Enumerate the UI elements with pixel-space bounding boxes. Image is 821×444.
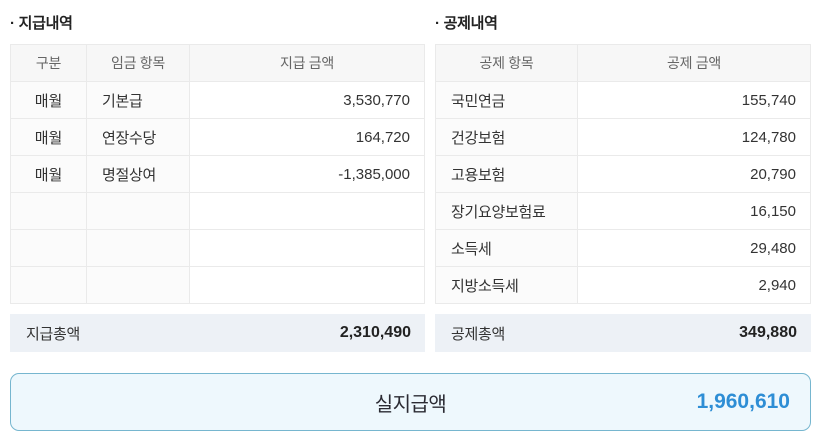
payment-cell-amount: [189, 266, 425, 304]
deduction-total-label: 공제총액: [451, 325, 506, 343]
table-row-empty: [10, 229, 425, 267]
payment-cell-amount: -1,385,000: [189, 155, 425, 193]
table-row: 국민연금 155,740: [435, 81, 811, 119]
deduction-cell-amount: 155,740: [577, 81, 811, 119]
table-row: 매월 기본급 3,530,770: [10, 81, 425, 119]
deduction-cell-amount: 124,780: [577, 118, 811, 156]
payment-cell-item: [86, 266, 190, 304]
table-row: 매월 연장수당 164,720: [10, 118, 425, 156]
deduction-section-title: · 공제내역: [435, 15, 498, 32]
deduction-cell-amount: 2,940: [577, 266, 811, 304]
table-row: 지방소득세 2,940: [435, 266, 811, 304]
payment-cell-amount: [189, 229, 425, 267]
deduction-header-amount: 공제 금액: [577, 44, 811, 82]
payment-total-label: 지급총액: [26, 325, 81, 343]
deduction-header-item: 공제 항목: [435, 44, 578, 82]
payment-cell-type: 매월: [10, 155, 87, 193]
payment-cell-type: 매월: [10, 81, 87, 119]
deduction-cell-amount: 20,790: [577, 155, 811, 193]
table-row: 매월 명절상여 -1,385,000: [10, 155, 425, 193]
payment-table: 구분 임금 항목 지급 금액 매월 기본급 3,530,770 매월 연장수당 …: [10, 44, 425, 304]
table-row: 건강보험 124,780: [435, 118, 811, 156]
payment-total-amount: 2,310,490: [339, 324, 411, 341]
payment-section: · 지급내역 구분 임금 항목 지급 금액 매월: [10, 8, 425, 352]
payment-cell-type: [10, 266, 87, 304]
tables-row: · 지급내역 구분 임금 항목 지급 금액 매월: [10, 8, 811, 352]
deduction-header-row: 공제 항목 공제 금액: [435, 44, 811, 82]
net-pay-bar: 실지급액 1,960,610: [10, 373, 811, 431]
deduction-total-amount: 349,880: [739, 324, 797, 341]
payment-cell-item: [86, 229, 190, 267]
table-row: 고용보험 20,790: [435, 155, 811, 193]
deduction-cell-item: 소득세: [435, 229, 578, 267]
payment-cell-amount: 164,720: [189, 118, 425, 156]
payment-section-title: · 지급내역: [10, 15, 73, 32]
payment-header-amount: 지급 금액: [189, 44, 425, 82]
deduction-cell-item: 건강보험: [435, 118, 578, 156]
deduction-cell-amount: 29,480: [577, 229, 811, 267]
payment-cell-type: [10, 229, 87, 267]
payment-cell-item: 명절상여: [86, 155, 190, 193]
payment-total-row: 지급총액 2,310,490: [10, 314, 425, 352]
payment-cell-item: 기본급: [86, 81, 190, 119]
deduction-cell-item: 장기요양보험료: [435, 192, 578, 230]
payment-header-type: 구분: [10, 44, 87, 82]
table-row: 장기요양보험료 16,150: [435, 192, 811, 230]
payment-header-row: 구분 임금 항목 지급 금액: [10, 44, 425, 82]
payment-cell-type: [10, 192, 87, 230]
payment-cell-amount: 3,530,770: [189, 81, 425, 119]
deduction-cell-item: 고용보험: [435, 155, 578, 193]
deduction-cell-amount: 16,150: [577, 192, 811, 230]
table-row: 소득세 29,480: [435, 229, 811, 267]
net-pay-amount: 1,960,610: [696, 390, 790, 413]
deduction-table: 공제 항목 공제 금액 국민연금 155,740 건강보험 124,780 고용…: [435, 44, 811, 304]
table-row-empty: [10, 192, 425, 230]
payment-header-item: 임금 항목: [86, 44, 190, 82]
deduction-cell-item: 국민연금: [435, 81, 578, 119]
deduction-section: · 공제내역 공제 항목 공제 금액 국민연금 155,740: [435, 8, 811, 352]
net-pay-label: 실지급액: [374, 393, 447, 416]
table-row-empty: [10, 266, 425, 304]
payment-cell-amount: [189, 192, 425, 230]
payment-cell-item: 연장수당: [86, 118, 190, 156]
payment-cell-item: [86, 192, 190, 230]
deduction-total-row: 공제총액 349,880: [435, 314, 811, 352]
deduction-cell-item: 지방소득세: [435, 266, 578, 304]
payment-cell-type: 매월: [10, 118, 87, 156]
